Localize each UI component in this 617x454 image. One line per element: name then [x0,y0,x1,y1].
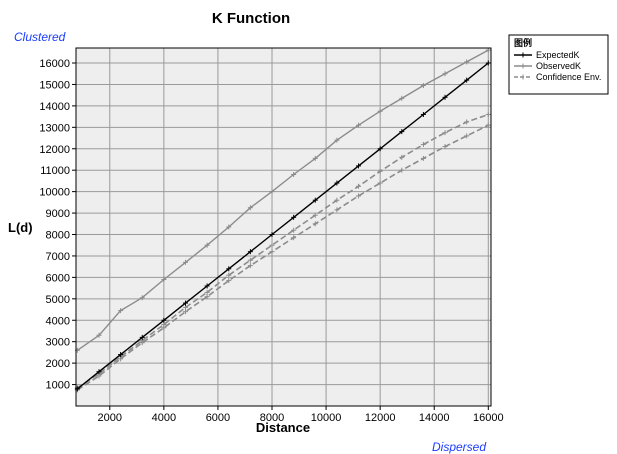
legend-item: ExpectedK [514,50,580,60]
y-tick-label: 8000 [46,230,70,242]
y-tick-label: 11000 [40,165,70,177]
legend-item: ObservedK [514,61,581,71]
series-2 [74,111,491,391]
series-line [76,113,489,389]
y-tick-label: 12000 [39,144,70,156]
x-axis-label: Distance [256,420,310,435]
x-tick-label: 10000 [311,412,342,424]
y-tick-label: 13000 [39,122,70,134]
y-tick-label: 2000 [46,358,70,370]
series-layer [74,47,491,393]
series-line [76,124,489,391]
series-line [76,62,489,390]
x-tick-label: 8000 [260,412,284,424]
x-tick-label: 14000 [419,412,450,424]
plot-area [76,48,491,406]
y-tick-label: 7000 [46,251,70,263]
x-tick-label: 16000 [473,412,504,424]
y-tick-label: 14000 [39,101,70,113]
clustered-annotation: Clustered [14,30,66,44]
legend-title: 图例 [514,37,532,48]
y-tick-label: 16000 [39,58,70,70]
x-tick-label: 12000 [365,412,396,424]
y-tick-label: 3000 [46,337,70,349]
chart-title: K Function [212,10,290,27]
x-tick-label: 4000 [152,412,176,424]
dispersed-annotation: Dispersed [432,440,486,454]
y-tick-label: 15000 [39,79,70,91]
y-tick-label: 9000 [46,208,70,220]
x-tick-label: 2000 [98,412,122,424]
x-axis-ticks: 2000 4000 6000 8000 10000 12000 14000 16000 [98,406,504,424]
series-3 [74,122,491,393]
y-tick-label: 6000 [46,272,70,284]
x-tick-label: 6000 [206,412,230,424]
legend-item: Confidence Env. [514,72,601,82]
y-tick-label: 10000 [39,187,70,199]
legend-label: ExpectedK [536,50,580,60]
legend-label: Confidence Env. [536,72,601,82]
legend-label: ObservedK [536,61,581,71]
y-tick-label: 4000 [46,315,70,327]
series-1 [74,47,491,353]
legend-box [508,34,609,95]
y-axis-label: L(d) [8,220,33,235]
y-axis-ticks: 1000 2000 3000 4000 5000 6000 7000 8000 9000 1000… [39,58,76,392]
series-line [77,49,489,351]
y-tick-label: 5000 [46,294,70,306]
y-tick-label: 1000 [46,380,70,392]
plot-frame [75,47,492,407]
series-0 [74,60,491,392]
